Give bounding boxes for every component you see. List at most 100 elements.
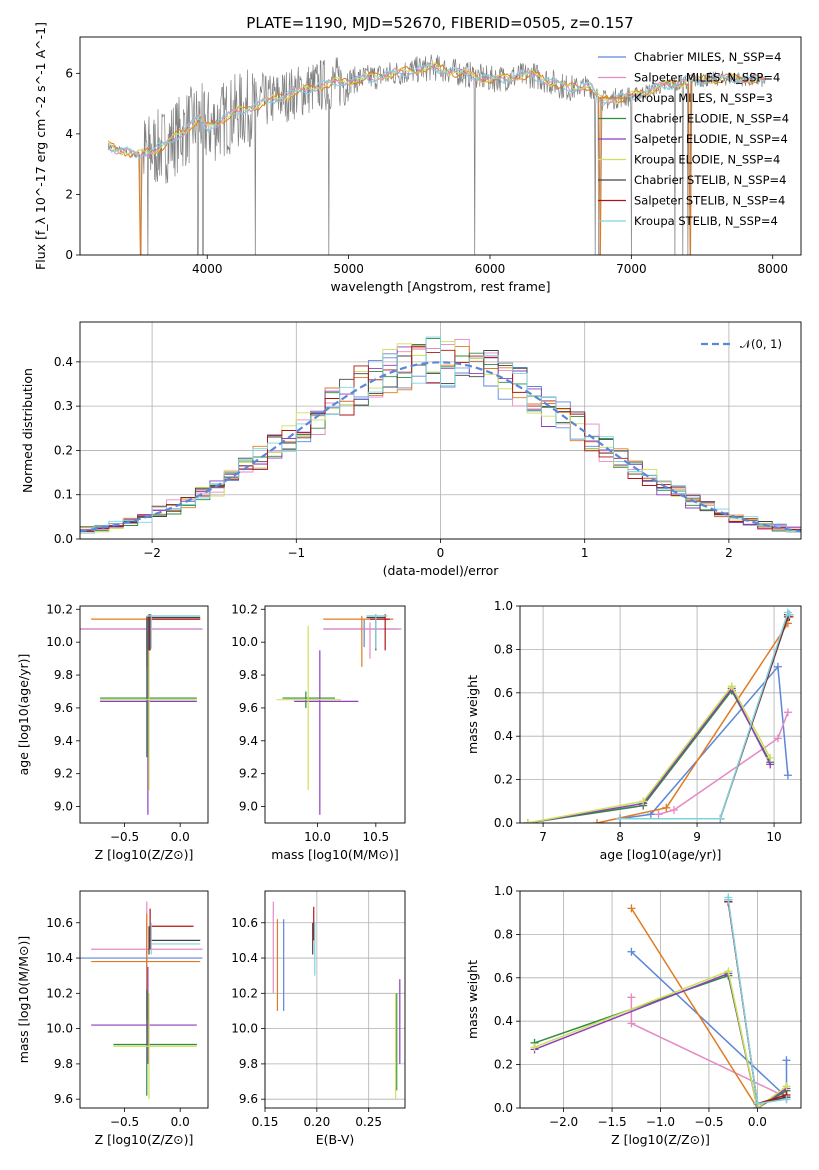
- weight-point-marker: [639, 797, 648, 806]
- y-tick-label: 9.6: [239, 701, 258, 715]
- spectrum-model-line: [108, 63, 766, 159]
- spectrum-frame: [79, 36, 802, 256]
- weight-point-marker: [766, 753, 775, 762]
- spectrum-model-line: [107, 63, 766, 157]
- weight-point-marker: [592, 819, 601, 823]
- residuals-ylabel: Normed distribution: [20, 368, 35, 493]
- y-tick-label: 10.6: [46, 916, 73, 930]
- x-tick-label: 2: [725, 546, 733, 560]
- weight-point-marker: [627, 904, 636, 913]
- y-tick-label: 9.2: [54, 767, 73, 781]
- x-tick-label: 7000: [616, 262, 647, 276]
- y-tick-label: 0.8: [494, 642, 513, 656]
- mass_weight_vs_age-plot-area: [523, 608, 794, 823]
- x-tick-label: 0.20: [303, 1115, 330, 1129]
- x-tick-label: −1.0: [646, 1115, 675, 1129]
- y-tick-label: 6: [65, 66, 73, 80]
- legend-entry-label: Chabrier MILES, N_SSP=4: [634, 50, 781, 64]
- weight-point-marker: [654, 810, 663, 819]
- weight-point-marker: [783, 708, 792, 717]
- weight-series-line: [658, 712, 789, 816]
- y-tick-label: 9.8: [54, 1057, 73, 1071]
- y-tick-label: 0.1: [54, 488, 73, 502]
- y-tick-label: 9.0: [239, 800, 258, 814]
- weight-point-marker: [627, 947, 636, 956]
- y-tick-label: 0.2: [494, 1058, 513, 1072]
- x-tick-label: 4000: [192, 262, 223, 276]
- x-tick-label: 0.0: [171, 830, 190, 844]
- age_vs_Z-frame: [79, 605, 209, 824]
- x-tick-label: 0: [437, 546, 445, 560]
- plot-layer: 4000 5000 6000 7000 8000 0 2 4 6 wavelength [Angs…: [16, 22, 802, 1147]
- mass_vs_Z-axes: −0.5 0.0 9.6 9.8 10.0 10.2 10.4 10.6 Z [log10(Z/…: [16, 916, 193, 1147]
- y-tick-label: 9.4: [239, 734, 258, 748]
- x-tick-label: 0.0: [748, 1115, 767, 1129]
- y-tick-label: 9.8: [239, 668, 258, 682]
- y-tick-label: 0.0: [54, 532, 73, 546]
- y-tick-label: 9.0: [54, 800, 73, 814]
- weight-series-line: [620, 610, 791, 820]
- figure-title: PLATE=1190, MJD=52670, FIBERID=0505, z=0…: [246, 14, 633, 32]
- x-tick-label: 9: [693, 830, 701, 844]
- mass_weight_vs_age-frame: [519, 605, 802, 824]
- weight-point-marker: [724, 967, 733, 976]
- weight-point-marker: [523, 819, 532, 823]
- weight-point-marker: [727, 682, 736, 691]
- y-tick-label: 2: [65, 187, 73, 201]
- x-tick-label: −2: [143, 546, 161, 560]
- normal-legend-label: 𝒩(0, 1): [740, 337, 782, 351]
- weight-series-line: [527, 687, 771, 823]
- y-tick-label: 0.6: [494, 686, 513, 700]
- weight-series-line: [527, 689, 771, 823]
- age_vs_mass-frame: [264, 605, 406, 824]
- y-tick-label: 1.0: [494, 884, 513, 898]
- mass_vs_Z-plot-area: [80, 901, 203, 1100]
- legend-entry-label: Kroupa MILES, N_SSP=3: [634, 91, 773, 105]
- weight-point-marker: [782, 1082, 791, 1091]
- x-tick-label: 7: [539, 830, 547, 844]
- y-tick-label: 10.0: [46, 635, 73, 649]
- y-tick-label: 9.6: [54, 701, 73, 715]
- y-tick-label: 0.6: [494, 971, 513, 985]
- weight-series-line: [596, 622, 789, 823]
- spectrum-plot-area: [107, 54, 766, 255]
- residuals-frame: [79, 321, 802, 540]
- mass_weight_vs_Z-frame: [519, 890, 802, 1109]
- y-tick-label: 9.8: [239, 1057, 258, 1071]
- age_vs_mass-axes: 10.0 10.5 9.0 9.2 9.4 9.6 9.8 10.0 10.2 mass [log…: [231, 602, 399, 862]
- mass_weight_vs_age-xlabel: age [log10(age/yr)]: [600, 847, 722, 862]
- mass_weight_vs_age-ylabel: mass weight: [465, 675, 480, 754]
- weight-point-marker: [669, 805, 678, 814]
- weight-point-marker: [782, 1056, 791, 1065]
- residuals-xlabel: (data-model)/error: [383, 563, 500, 578]
- mass_vs_Z-frame: [79, 890, 209, 1109]
- age_vs_Z-xlabel: Z [log10(Z/Z⊙)]: [95, 847, 194, 862]
- mass_vs_EBV-xlabel: E(B-V): [316, 1132, 355, 1147]
- weight-point-marker: [616, 814, 625, 823]
- y-tick-label: 0: [65, 248, 73, 262]
- legend-entry-label: Salpeter MILES, N_SSP=4: [634, 71, 780, 85]
- mass_weight_vs_age-axes: 7 8 9 10 0.0 0.2 0.4 0.6 0.8 1.0 age [log10(age/yr…: [465, 599, 801, 862]
- x-tick-label: 10: [766, 830, 781, 844]
- weight-point-marker: [530, 1043, 539, 1052]
- mass_vs_EBV-frame: [264, 890, 406, 1109]
- spectrum-axes: 4000 5000 6000 7000 8000 0 2 4 6 wavelength [Angs…: [33, 22, 788, 294]
- y-tick-label: 0.4: [494, 729, 513, 743]
- y-tick-label: 10.6: [231, 916, 258, 930]
- y-tick-label: 10.2: [231, 602, 258, 616]
- weight-point-marker: [627, 993, 636, 1002]
- age_vs_Z-axes: −0.5 0.0 9.0 9.2 9.4 9.6 9.8 10.0 10.2 Z [log10(Z…: [16, 602, 193, 862]
- weight-point-marker: [785, 610, 794, 619]
- spectrum-xlabel: wavelength [Angstrom, rest frame]: [330, 279, 550, 294]
- mass_vs_Z-xlabel: Z [log10(Z/Z⊙)]: [95, 1132, 194, 1147]
- weight-series-line: [619, 664, 789, 820]
- mass_weight_vs_Z-xlabel: Z [log10(Z/Z⊙)]: [611, 1132, 710, 1147]
- weight-point-marker: [773, 734, 782, 743]
- y-tick-label: 0.2: [494, 773, 513, 787]
- legend-entry-label: Kroupa STELIB, N_SSP=4: [634, 214, 778, 228]
- x-tick-label: 10.5: [362, 830, 389, 844]
- x-tick-label: −1.5: [597, 1115, 626, 1129]
- y-tick-label: 9.6: [54, 1092, 73, 1106]
- y-tick-label: 10.0: [231, 635, 258, 649]
